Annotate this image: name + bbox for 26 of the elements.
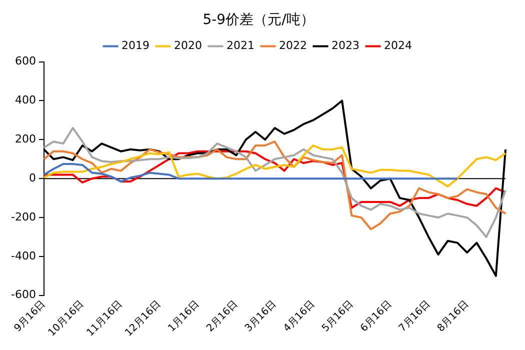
y-tick-label: 600 <box>14 54 36 68</box>
y-tick-label: -200 <box>10 210 36 224</box>
y-tick-label: 200 <box>14 132 36 146</box>
x-tick-label: 12月16日 <box>123 298 164 339</box>
legend-label: 2020 <box>174 39 202 52</box>
x-tick-label: 8月16日 <box>436 298 472 334</box>
legend-label: 2022 <box>279 39 307 52</box>
x-tick-label: 1月16日 <box>166 298 202 334</box>
y-tick-label: -400 <box>10 249 36 262</box>
x-tick-label: 2月16日 <box>204 298 240 334</box>
legend-label: 2024 <box>384 39 412 52</box>
legend-label: 2021 <box>226 39 255 52</box>
x-tick-label: 10月16日 <box>46 298 86 339</box>
chart-title: 5-9价差（元/吨） <box>202 12 314 28</box>
x-tick-label: 5月16日 <box>320 298 356 334</box>
x-tick-label: 3月16日 <box>243 298 279 334</box>
y-tick-label: 400 <box>14 94 36 107</box>
x-tick-label: 6月16日 <box>358 298 394 334</box>
y-tick-label: -600 <box>10 288 36 302</box>
x-tick-label: 11月16日 <box>84 298 125 339</box>
y-tick-label: 0 <box>28 171 36 184</box>
legend-label: 2019 <box>122 39 150 52</box>
x-tick-label: 9月16日 <box>12 298 48 334</box>
x-tick-label: 4月16日 <box>282 298 318 334</box>
legend-label: 2023 <box>331 39 360 52</box>
x-tick-label: 7月16日 <box>397 298 433 334</box>
